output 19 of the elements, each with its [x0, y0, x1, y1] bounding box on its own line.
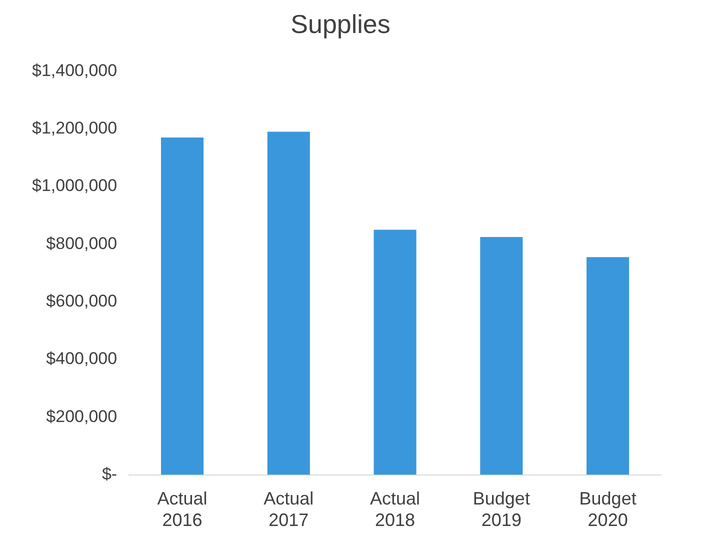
y-tick-label: $-: [102, 464, 118, 484]
x-tick-label: Budget 2020: [579, 488, 636, 530]
x-tick-label: Budget 2019: [472, 488, 530, 530]
y-tick-label: $600,000: [46, 292, 118, 311]
y-tick-label: $400,000: [46, 349, 118, 368]
x-tick-label: Actual 2018: [370, 488, 420, 530]
bar: [161, 138, 204, 475]
bar: [374, 230, 416, 475]
y-tick-label: $1,200,000: [32, 118, 118, 138]
bar: [480, 236, 523, 475]
y-tick-label: $200,000: [46, 406, 118, 426]
bar: [267, 132, 310, 475]
chart-title: Supplies: [290, 8, 390, 39]
y-tick-label: $1,400,000: [32, 60, 118, 80]
bar: [586, 257, 630, 475]
x-tick-label: Actual 2017: [264, 488, 314, 530]
y-tick-label: $800,000: [46, 234, 118, 253]
x-tick-label: Actual 2016: [157, 488, 208, 530]
y-tick-label: $1,000,000: [32, 176, 118, 196]
